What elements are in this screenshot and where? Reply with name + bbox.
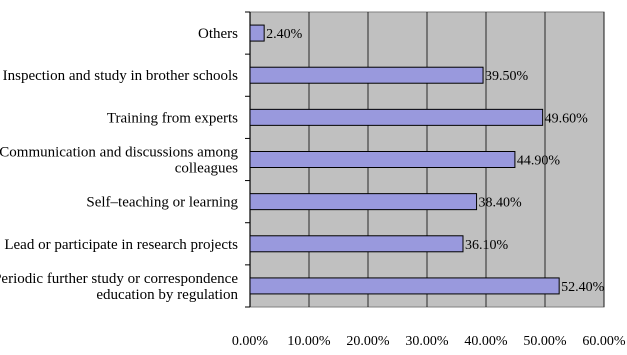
x-tick-label-2: 20.00% — [346, 334, 390, 349]
category-labels: Others Inspection and study in brother sc… — [0, 26, 238, 303]
data-label-5: 36.10% — [465, 238, 509, 253]
category-label-5: Lead or participate in research projects — [4, 237, 238, 253]
x-tick-label-6: 60.00% — [582, 334, 626, 349]
category-label-6-line-1: education by regulation — [96, 287, 238, 303]
data-label-1: 39.50% — [485, 69, 529, 84]
bars — [249, 24, 560, 295]
bar-0 — [249, 24, 265, 42]
data-label-3: 44.90% — [517, 154, 561, 169]
x-tick-label-1: 10.00% — [287, 334, 331, 349]
category-label-2: Training from experts — [107, 110, 238, 126]
x-axis-tick-labels: 0.00% 10.00% 20.00% 30.00% 40.00% 50.00% 60.00… — [232, 334, 626, 349]
bar-3 — [249, 151, 516, 168]
data-label-6: 52.40% — [561, 280, 605, 295]
x-tick-label-4: 40.00% — [464, 334, 508, 349]
bar-6 — [249, 277, 560, 295]
data-label-0: 2.40% — [266, 27, 303, 42]
x-tick-label-3: 30.00% — [405, 334, 449, 349]
data-label-2: 49.60% — [545, 111, 589, 126]
x-tick-label-0: 0.00% — [232, 334, 269, 349]
category-label-4: Self–teaching or learning — [86, 195, 238, 211]
category-label-1: Inspection and study in brother schools — [3, 68, 239, 84]
category-label-3-line-0: Communication and discussions among — [0, 145, 238, 161]
bar-2 — [249, 108, 544, 126]
bar-4 — [249, 193, 478, 211]
data-labels: 2.40% 39.50% 49.60% 44.90% 38.40% 36.10% 52.40… — [266, 27, 604, 295]
category-label-0: Others — [198, 26, 238, 42]
gridlines — [245, 11, 605, 308]
bar-1 — [249, 66, 484, 84]
bar-5 — [249, 235, 464, 253]
x-tick-label-5: 50.00% — [523, 334, 567, 349]
data-label-4: 38.40% — [479, 196, 523, 211]
category-label-3-line-1: colleagues — [175, 161, 238, 177]
category-label-6-line-0: Periodic further study or correspondence — [0, 271, 238, 287]
